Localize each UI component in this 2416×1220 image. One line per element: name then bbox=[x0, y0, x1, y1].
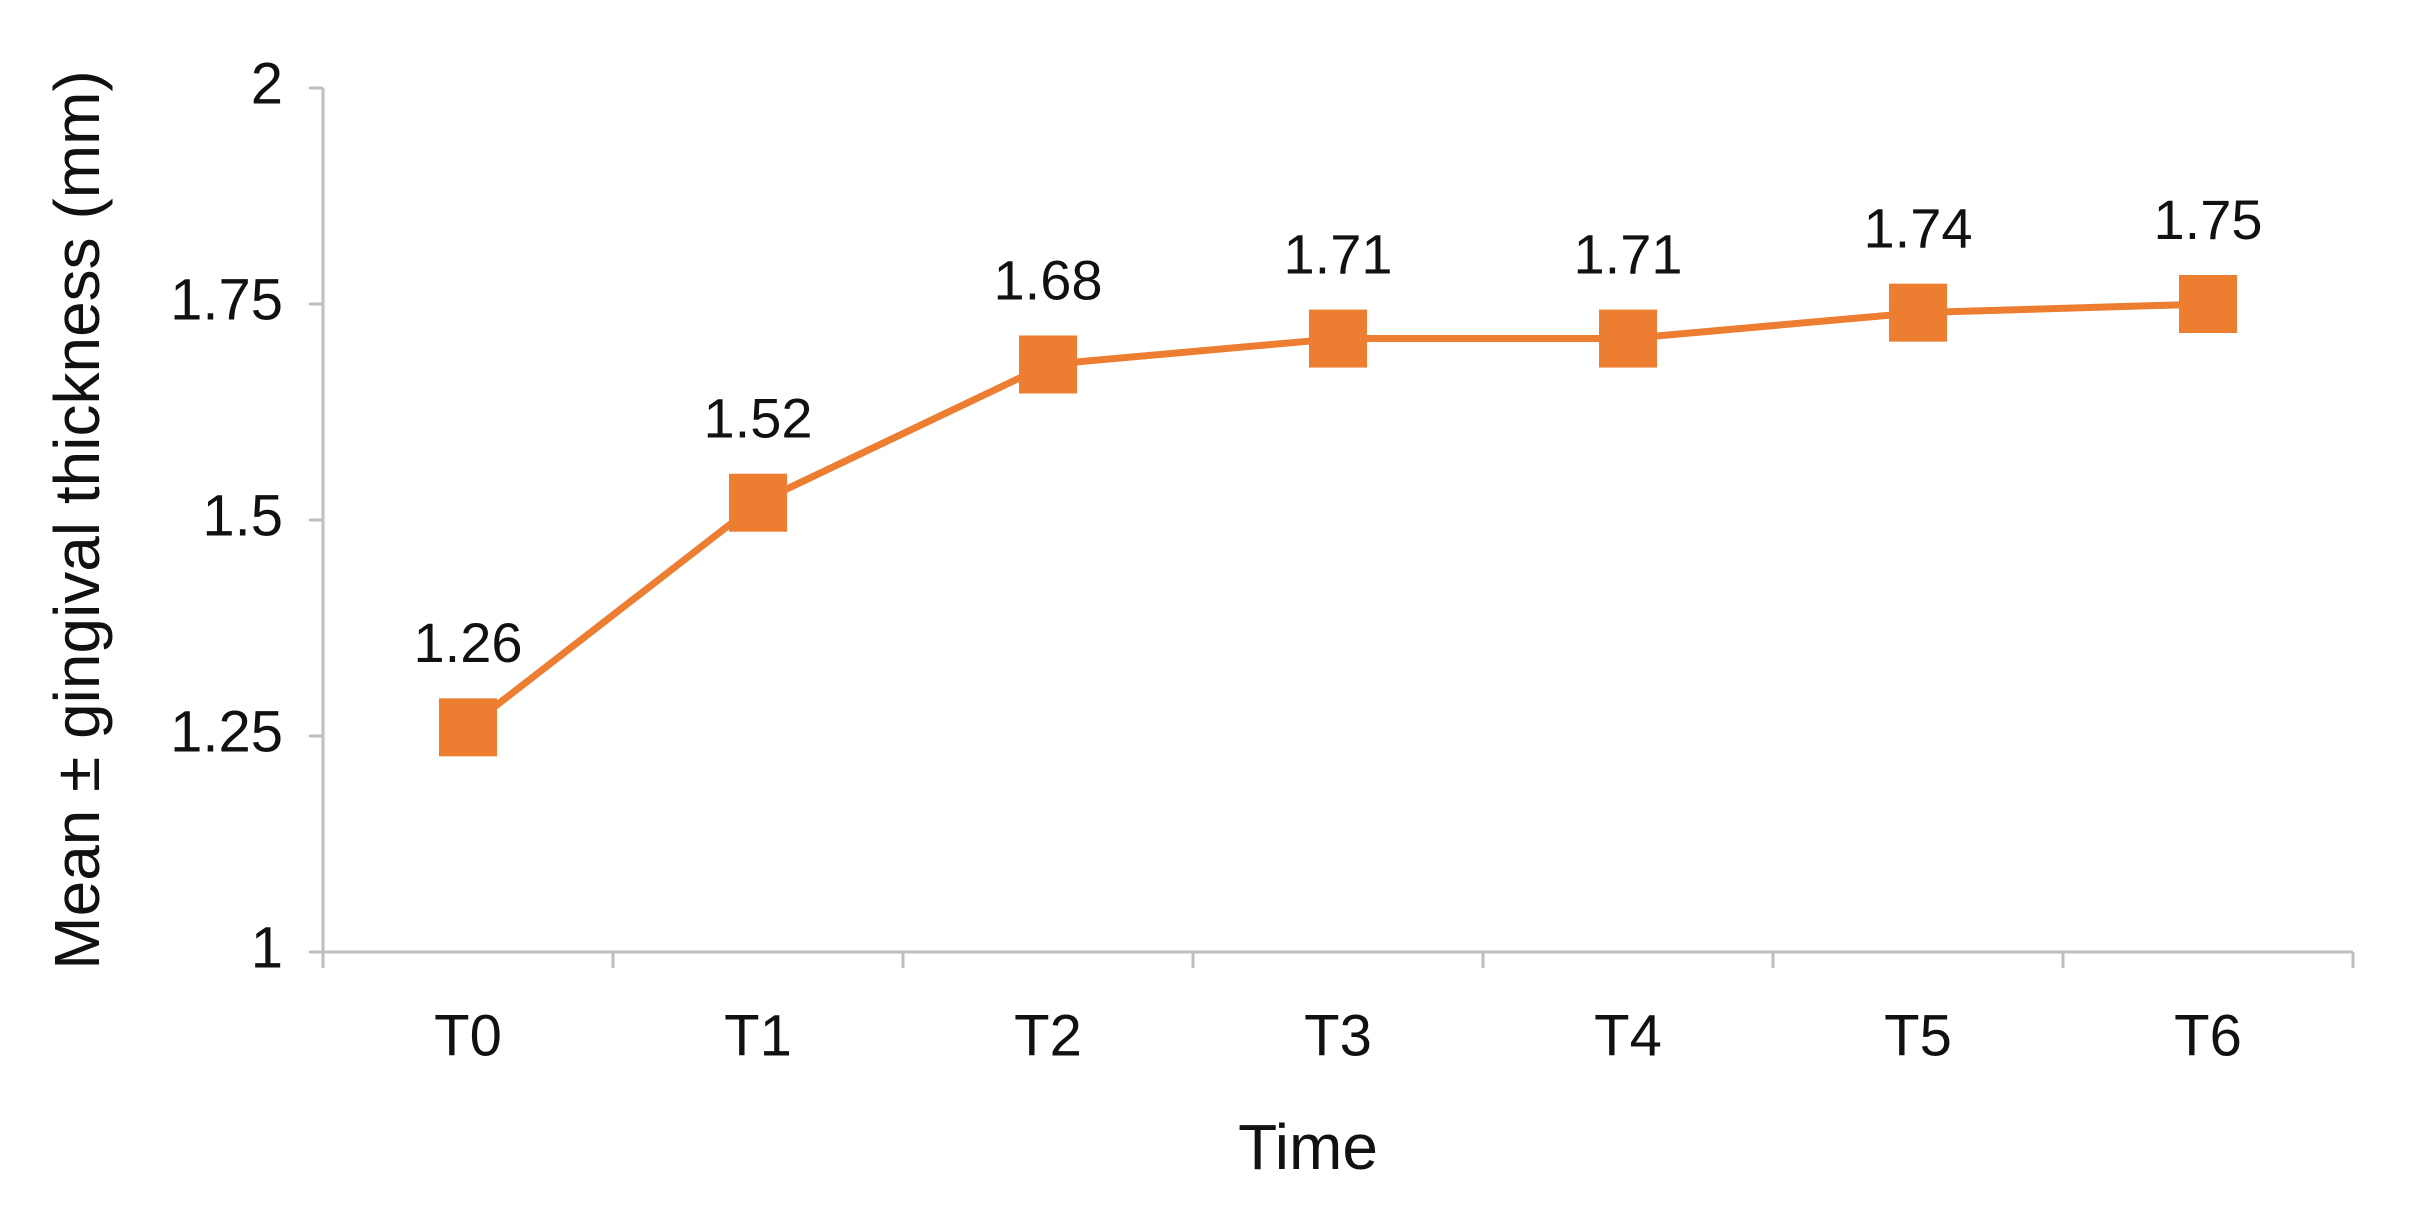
data-label: 1.71 bbox=[1284, 222, 1393, 285]
x-tick-label: T0 bbox=[434, 1003, 502, 1068]
x-tick-label: T1 bbox=[724, 1003, 792, 1068]
y-tick-label: 1.75 bbox=[170, 267, 283, 332]
data-marker bbox=[1889, 283, 1947, 342]
data-marker bbox=[439, 698, 497, 757]
x-tick-label: T5 bbox=[1884, 1003, 1952, 1068]
x-tick-label: T4 bbox=[1594, 1003, 1662, 1068]
data-marker bbox=[1599, 309, 1657, 368]
y-axis-title: Mean ± gingival thickness (mm) bbox=[41, 70, 113, 969]
data-label: 1.26 bbox=[414, 611, 523, 674]
x-tick-label: T2 bbox=[1014, 1003, 1082, 1068]
y-tick-label: 1.5 bbox=[202, 483, 283, 548]
y-tick-label: 1.25 bbox=[170, 699, 283, 764]
data-marker bbox=[1019, 335, 1077, 394]
data-label: 1.71 bbox=[1574, 222, 1683, 285]
x-tick-label: T3 bbox=[1304, 1003, 1372, 1068]
x-axis-title: Time bbox=[1238, 1111, 1378, 1183]
data-label: 1.75 bbox=[2154, 188, 2263, 251]
y-tick-label: 1 bbox=[251, 915, 283, 980]
data-marker bbox=[2179, 275, 2237, 333]
data-marker bbox=[1309, 309, 1367, 368]
x-tick-label: T6 bbox=[2174, 1003, 2242, 1068]
data-label: 1.74 bbox=[1864, 196, 1973, 259]
data-label: 1.68 bbox=[994, 248, 1103, 311]
data-marker bbox=[729, 473, 787, 532]
data-label: 1.52 bbox=[704, 387, 813, 450]
y-tick-label: 2 bbox=[251, 51, 283, 116]
